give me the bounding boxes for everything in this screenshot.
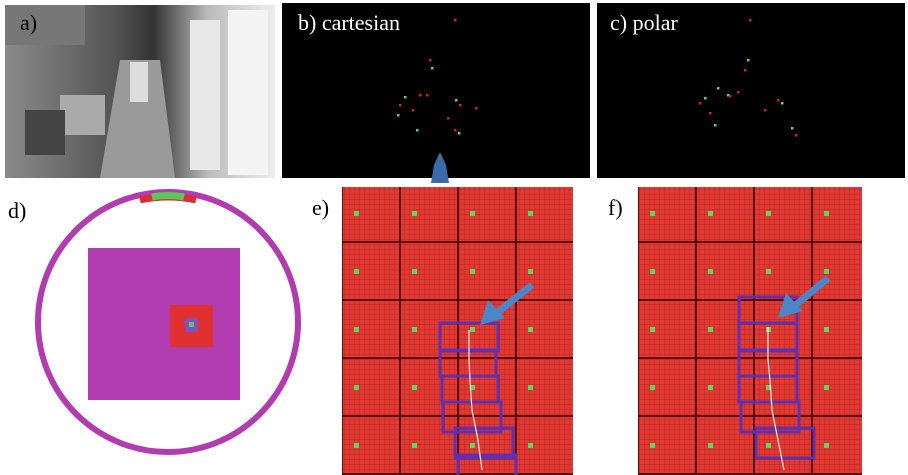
landmark [412, 385, 417, 390]
landmark [766, 443, 771, 448]
point [419, 94, 422, 97]
landmark [412, 327, 417, 332]
point [699, 102, 702, 105]
landmark [824, 385, 829, 390]
landmark [824, 327, 829, 332]
landmark [650, 385, 655, 390]
point [459, 104, 462, 107]
landmark [528, 385, 533, 390]
point [764, 109, 767, 112]
landmark [708, 385, 713, 390]
point [744, 69, 747, 72]
landmark [708, 327, 713, 332]
landmark [824, 269, 829, 274]
point [426, 94, 429, 97]
landmark [354, 443, 359, 448]
point [447, 117, 450, 120]
point [781, 102, 784, 105]
page: a) b) cartesian c) polar d) e) f) (() =>… [0, 0, 908, 475]
panel-label: b) cartesian [298, 10, 400, 35]
point [429, 59, 432, 62]
panel-label: f) [608, 195, 623, 220]
landmark [824, 211, 829, 216]
point [737, 91, 740, 94]
landmark [470, 443, 475, 448]
landmark [528, 211, 533, 216]
landmark [708, 211, 713, 216]
landmark [650, 269, 655, 274]
point [455, 99, 458, 102]
point [412, 109, 415, 112]
landmark [470, 211, 475, 216]
landmark [528, 443, 533, 448]
ring-highlight [152, 196, 184, 198]
landmark [470, 327, 475, 332]
point [404, 96, 407, 99]
point [747, 59, 750, 62]
point [791, 127, 794, 130]
point [458, 132, 461, 135]
landmark [650, 443, 655, 448]
landmark [708, 269, 713, 274]
point [399, 104, 402, 107]
panel-label: e) [312, 195, 329, 220]
point [714, 124, 717, 127]
point [397, 114, 400, 117]
point [729, 95, 732, 98]
landmark [766, 211, 771, 216]
panel-label: a) [20, 10, 37, 35]
point [454, 19, 457, 22]
landmark [708, 443, 713, 448]
grid-map [638, 187, 862, 475]
landmark [354, 269, 359, 274]
figure: a) b) cartesian c) polar d) e) f) [0, 0, 908, 475]
point [704, 97, 707, 100]
panel-label: c) polar [610, 10, 678, 35]
panel-label: d) [8, 198, 26, 223]
landmark [650, 327, 655, 332]
point [454, 129, 457, 132]
landmark [766, 269, 771, 274]
point [795, 134, 798, 137]
landmark [412, 269, 417, 274]
landmark [650, 211, 655, 216]
point [475, 107, 478, 110]
point [416, 129, 419, 132]
landmark [528, 327, 533, 332]
cell-center [189, 322, 194, 327]
grid-map [342, 187, 573, 475]
landmark [354, 385, 359, 390]
landmark [824, 443, 829, 448]
point [431, 67, 434, 70]
landmark [354, 211, 359, 216]
point [777, 99, 780, 102]
landmark [412, 443, 417, 448]
landmark [528, 269, 533, 274]
landmark [470, 269, 475, 274]
landmark [354, 327, 359, 332]
point [709, 112, 712, 115]
landmark [412, 211, 417, 216]
photo [5, 5, 275, 178]
point [749, 19, 752, 22]
square [88, 248, 240, 400]
point [717, 87, 720, 90]
